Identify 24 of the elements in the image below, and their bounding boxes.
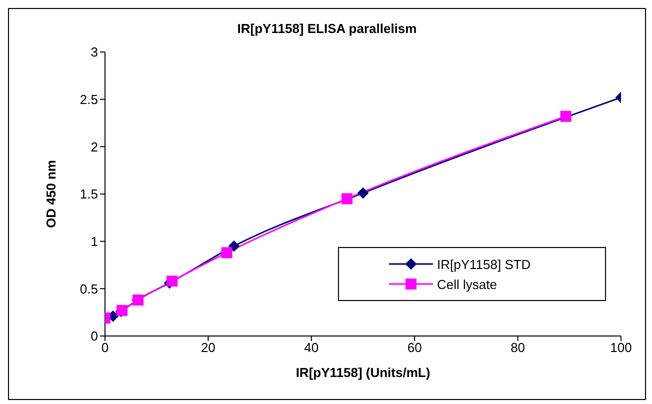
point	[560, 110, 572, 122]
x-tick-label: 100	[610, 340, 632, 356]
x-tick-label: 40	[304, 340, 319, 356]
legend-label: Cell lysate	[437, 276, 497, 292]
y-tick-label: 2.5	[80, 92, 98, 107]
y-tick-label: 2	[90, 139, 98, 154]
y-tick-label: 0.5	[80, 281, 98, 296]
x-axis-title: IR[pY1158] (Units/mL)	[296, 365, 430, 380]
y-tick-label: 3	[90, 44, 98, 60]
chart-title: IR[pY1158] ELISA parallelism	[236, 21, 418, 36]
y-axis-title: OD 450 nm	[44, 160, 59, 228]
point	[166, 276, 178, 287]
x-tick-label: 80	[510, 340, 526, 356]
x-tick-label: 0	[101, 340, 109, 356]
y-tick-label: 1.5	[80, 186, 98, 202]
x-tick-label: 60	[407, 340, 422, 356]
legend-label: IR[pY1158] STD	[437, 256, 531, 272]
point	[228, 240, 240, 252]
y-tick-label: 1	[90, 234, 98, 249]
point	[342, 193, 353, 204]
point	[358, 188, 368, 199]
y-tick-label: 0	[90, 328, 98, 344]
x-tick-label: 20	[200, 340, 216, 356]
point	[221, 247, 232, 258]
